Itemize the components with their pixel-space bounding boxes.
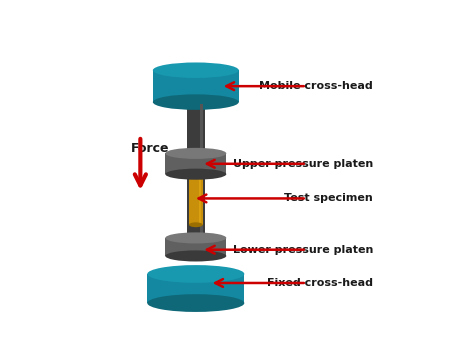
- Text: Lower pressure platen: Lower pressure platen: [233, 245, 373, 255]
- Ellipse shape: [153, 94, 239, 110]
- Ellipse shape: [147, 265, 244, 283]
- Ellipse shape: [147, 294, 244, 312]
- Bar: [189, 172, 203, 225]
- Ellipse shape: [153, 63, 239, 78]
- Bar: [199, 172, 201, 225]
- Bar: [153, 70, 239, 102]
- Bar: [165, 238, 226, 256]
- Text: Fixed cross-head: Fixed cross-head: [267, 278, 373, 288]
- Text: Mobile cross-head: Mobile cross-head: [259, 81, 373, 91]
- Text: Force: Force: [131, 143, 169, 156]
- Ellipse shape: [165, 168, 226, 180]
- Bar: [201, 104, 203, 258]
- Bar: [165, 153, 226, 174]
- Ellipse shape: [189, 170, 203, 175]
- Ellipse shape: [165, 251, 226, 261]
- Ellipse shape: [165, 233, 226, 243]
- Bar: [147, 274, 244, 303]
- Bar: [187, 104, 205, 258]
- Text: Upper pressure platen: Upper pressure platen: [233, 159, 373, 169]
- Text: Test specimen: Test specimen: [284, 193, 373, 203]
- Ellipse shape: [165, 148, 226, 159]
- Ellipse shape: [189, 222, 203, 227]
